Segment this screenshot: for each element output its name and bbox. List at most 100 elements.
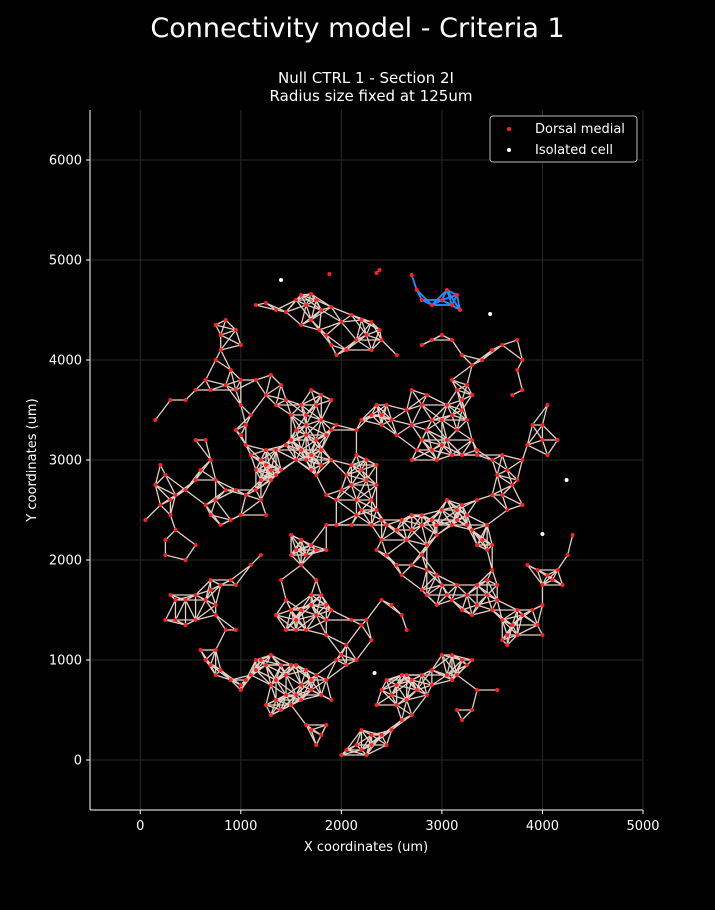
network-edge: [290, 594, 312, 611]
dorsal-medial-point: [374, 548, 379, 552]
network-edge: [315, 404, 322, 421]
x-tick-label: 2000: [325, 819, 358, 834]
dorsal-medial-point: [173, 598, 178, 602]
network-edge: [235, 414, 252, 431]
dorsal-medial-point: [419, 553, 424, 557]
legend: Dorsal medial Isolated cell: [489, 115, 638, 163]
dorsal-medial-point: [409, 388, 414, 392]
network-edge: [365, 334, 373, 351]
network-edge: [491, 494, 508, 511]
dorsal-medial-point: [434, 458, 439, 462]
network-edge: [502, 634, 518, 641]
network-edge: [310, 679, 327, 691]
x-tick-label: 0: [136, 819, 144, 834]
network-edge: [396, 684, 408, 701]
dorsal-medial-point: [314, 613, 319, 617]
legend-marker-isolated-cell: [507, 148, 511, 152]
network-edge: [451, 414, 468, 421]
dorsal-medial-point: [243, 423, 248, 427]
network-edge: [310, 544, 327, 551]
network-edge: [461, 709, 473, 721]
dorsal-medial-point: [460, 718, 465, 722]
dorsal-medial-point: [449, 523, 454, 527]
dorsal-medial-point: [439, 583, 444, 587]
dorsal-medial-point: [369, 413, 374, 417]
network-edge: [451, 654, 473, 661]
network-edge: [290, 704, 307, 726]
network-edge: [476, 604, 493, 611]
network-edge: [265, 302, 287, 313]
network-edge: [426, 524, 438, 546]
legend-label-isolated-cell: Isolated cell: [535, 143, 613, 158]
dorsal-medial-point: [515, 338, 520, 342]
network-edge: [321, 419, 337, 426]
network-edge: [446, 439, 453, 456]
network-edge: [406, 689, 418, 701]
network-edge: [340, 314, 352, 323]
network-edge: [300, 689, 312, 701]
dorsal-medial-point: [439, 333, 444, 337]
dorsal-medial-point: [263, 703, 268, 707]
network-edge: [366, 334, 382, 341]
network-edge: [169, 494, 177, 516]
dorsal-medial-point: [354, 338, 359, 342]
dorsal-medial-point: [510, 623, 515, 627]
network-edge: [154, 484, 162, 506]
dorsal-medial-point: [168, 513, 173, 517]
network-edge: [310, 449, 322, 471]
dorsal-medial-point: [334, 353, 339, 357]
dorsal-medial-point: [419, 403, 424, 407]
network-edge: [461, 399, 468, 421]
network-edge: [305, 404, 317, 416]
network-edge: [511, 609, 533, 626]
network-edge: [195, 439, 212, 461]
network-edge: [496, 599, 518, 611]
network-edge: [566, 534, 574, 556]
dorsal-medial-point: [243, 678, 248, 682]
network-edge: [426, 574, 438, 596]
dorsal-medial-point: [565, 553, 570, 557]
dorsal-medial-point: [349, 483, 354, 487]
network-edge: [215, 614, 237, 631]
dorsal-medial-point: [329, 608, 334, 612]
dorsal-medial-point: [454, 508, 459, 512]
dorsal-medial-point: [454, 518, 459, 522]
dorsal-medial-point: [233, 583, 238, 587]
network-edge: [351, 484, 372, 501]
network-edge: [250, 554, 262, 566]
dorsal-medial-point: [324, 493, 329, 497]
network-edge: [225, 319, 237, 331]
network-edge: [365, 464, 378, 481]
dorsal-medial-point: [258, 478, 263, 482]
dorsal-medial-point: [304, 458, 309, 462]
dorsal-medial-point: [173, 528, 178, 532]
dorsal-medial-point: [490, 348, 495, 352]
dorsal-medial-point: [540, 633, 545, 637]
dorsal-medial-point: [309, 728, 314, 732]
network-edge: [521, 444, 528, 461]
network-edge: [436, 444, 443, 461]
dorsal-medial-point: [279, 708, 284, 712]
dorsal-medial-point: [294, 428, 299, 432]
dorsal-medial-point: [329, 458, 334, 462]
network-edge: [155, 484, 176, 496]
network-edge: [310, 674, 317, 691]
dorsal-medial-point: [460, 398, 465, 402]
network-edge: [406, 539, 427, 546]
network-edge: [531, 609, 539, 626]
network-edge: [517, 624, 538, 636]
network-edge: [446, 439, 463, 456]
dorsal-medial-point: [399, 673, 404, 677]
dorsal-medial-point: [485, 523, 490, 527]
dorsal-medial-point: [324, 723, 329, 727]
dorsal-medial-point: [460, 658, 465, 662]
network-edge: [526, 564, 543, 586]
dorsal-medial-point: [520, 358, 525, 362]
network-edge: [501, 619, 508, 636]
dorsal-medial-point: [419, 523, 424, 527]
dorsal-medial-point: [258, 658, 263, 662]
network-edge: [502, 614, 523, 621]
network-edge: [406, 539, 423, 556]
dorsal-medial-point: [419, 513, 424, 517]
